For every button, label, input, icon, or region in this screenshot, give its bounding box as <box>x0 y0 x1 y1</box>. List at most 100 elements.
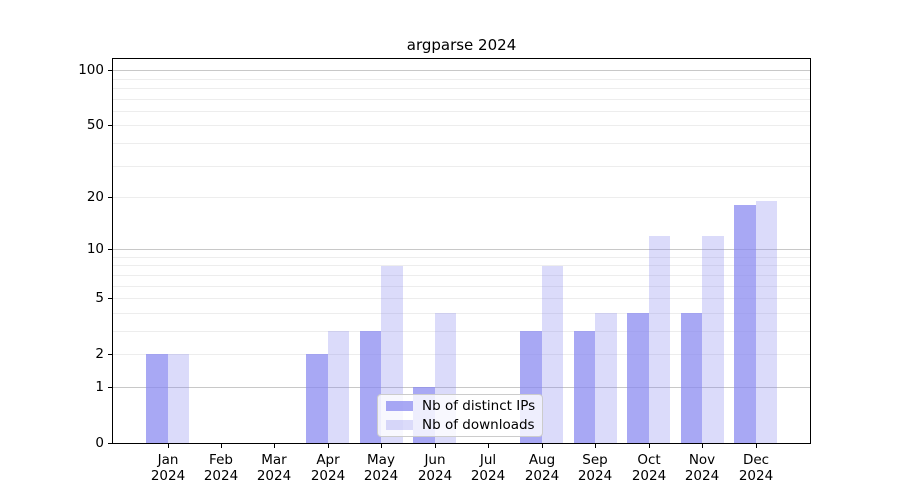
x-tick-mark <box>381 444 382 448</box>
right-spine <box>810 58 811 444</box>
legend-color-swatch <box>386 420 413 430</box>
y-tick-mark <box>108 387 112 388</box>
x-tick-label: Jul 2024 <box>456 452 520 484</box>
x-tick-mark <box>488 444 489 448</box>
bar-distinct-ips <box>734 205 756 443</box>
x-tick-year: 2024 <box>738 468 774 484</box>
gridline-minor <box>113 197 810 198</box>
gridline-minor <box>113 99 810 100</box>
x-tick-label: Aug 2024 <box>510 452 574 484</box>
gridline-major <box>113 387 810 388</box>
x-tick-month: Oct <box>637 452 661 468</box>
bar-distinct-ips <box>359 331 382 443</box>
legend-color-swatch <box>386 401 413 411</box>
x-tick-mark <box>756 444 757 448</box>
bar-distinct-ips <box>680 313 702 443</box>
x-tick-month: Aug <box>528 452 556 468</box>
y-tick-mark <box>108 354 112 355</box>
x-tick-label: Dec 2024 <box>724 452 788 484</box>
x-tick-year: 2024 <box>310 468 346 484</box>
plot-area <box>113 59 810 443</box>
bar-distinct-ips <box>146 354 168 443</box>
left-spine <box>112 58 113 444</box>
x-tick-mark <box>168 444 169 448</box>
x-tick-mark <box>702 444 703 448</box>
y-tick-label: 10 <box>86 241 104 257</box>
x-tick-year: 2024 <box>631 468 667 484</box>
x-tick-year: 2024 <box>203 468 239 484</box>
y-tick-mark <box>108 249 112 250</box>
y-tick-mark <box>108 298 112 299</box>
gridline-minor <box>113 125 810 126</box>
x-tick-label: Oct 2024 <box>617 452 681 484</box>
gridline-minor <box>113 111 810 112</box>
gridline-minor <box>113 257 810 258</box>
x-tick-mark <box>435 444 436 448</box>
x-tick-label: Feb 2024 <box>189 452 253 484</box>
y-tick-mark <box>108 125 112 126</box>
x-tick-mark <box>649 444 650 448</box>
x-tick-month: Feb <box>209 452 233 468</box>
top-spine <box>112 58 811 59</box>
x-tick-mark <box>274 444 275 448</box>
legend-label: Nb of distinct IPs <box>422 397 536 414</box>
gridline-minor <box>113 143 810 144</box>
gridline-minor <box>113 275 810 276</box>
y-tick-label: 100 <box>78 62 104 78</box>
x-tick-month: Jun <box>424 452 446 468</box>
x-tick-year: 2024 <box>363 468 399 484</box>
bar-downloads <box>541 265 564 443</box>
bar-distinct-ips <box>306 354 328 443</box>
x-tick-year: 2024 <box>684 468 720 484</box>
bar-downloads <box>167 354 189 443</box>
bar-downloads <box>648 235 671 443</box>
y-tick-label: 5 <box>95 290 104 306</box>
x-tick-mark <box>542 444 543 448</box>
x-tick-month: Jul <box>479 452 497 468</box>
bar-downloads <box>755 200 777 443</box>
y-tick-label: 2 <box>95 346 104 362</box>
legend: Nb of distinct IPs Nb of downloads <box>377 394 543 437</box>
bottom-spine <box>112 443 811 444</box>
x-tick-mark <box>328 444 329 448</box>
gridline-minor <box>113 265 810 266</box>
gridline-minor <box>113 331 810 332</box>
x-tick-mark <box>221 444 222 448</box>
gridline-minor <box>113 313 810 314</box>
gridline-minor <box>113 286 810 287</box>
x-tick-year: 2024 <box>256 468 292 484</box>
bar-downloads <box>702 235 724 443</box>
bar-downloads <box>595 313 617 443</box>
x-tick-year: 2024 <box>150 468 186 484</box>
legend-label: Nb of downloads <box>422 416 535 433</box>
gridline-minor <box>113 88 810 89</box>
x-tick-label: Nov 2024 <box>670 452 734 484</box>
x-tick-label: Sep 2024 <box>563 452 627 484</box>
x-tick-month: Nov <box>688 452 716 468</box>
x-tick-month: Mar <box>261 452 287 468</box>
y-tick-label: 0 <box>95 435 104 451</box>
y-tick-label: 20 <box>86 189 104 205</box>
x-tick-year: 2024 <box>524 468 560 484</box>
x-tick-label: Mar 2024 <box>242 452 306 484</box>
x-tick-label: Jan 2024 <box>136 452 200 484</box>
x-tick-label: May 2024 <box>349 452 413 484</box>
x-tick-mark <box>595 444 596 448</box>
x-tick-month: Apr <box>316 452 340 468</box>
bar-distinct-ips <box>627 313 649 443</box>
chart-title: argparse 2024 <box>406 36 517 54</box>
x-tick-month: Jan <box>157 452 179 468</box>
bar-downloads <box>327 331 350 443</box>
y-tick-mark <box>108 70 112 71</box>
bar-distinct-ips <box>573 331 596 443</box>
y-tick-label: 1 <box>95 379 104 395</box>
x-tick-label: Apr 2024 <box>296 452 360 484</box>
gridline-minor <box>113 354 810 355</box>
x-tick-month: May <box>367 452 395 468</box>
x-tick-label: Jun 2024 <box>403 452 467 484</box>
gridline-minor <box>113 298 810 299</box>
y-tick-label: 50 <box>86 117 104 133</box>
x-tick-year: 2024 <box>577 468 613 484</box>
gridline-major <box>113 70 810 71</box>
y-tick-mark <box>108 443 112 444</box>
